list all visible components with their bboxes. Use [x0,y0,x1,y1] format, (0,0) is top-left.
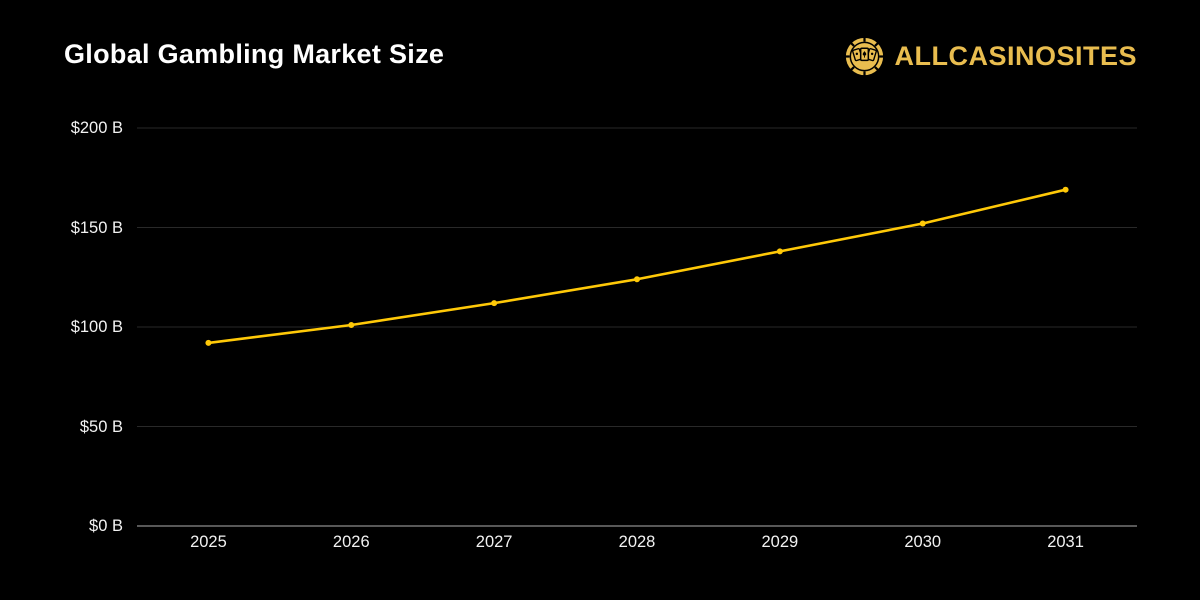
y-tick-label: $200 B [70,119,123,137]
y-tick-label: $0 B [89,517,123,535]
data-point-marker [348,322,355,329]
x-tick-label: 2031 [1047,533,1084,551]
data-point-marker [491,300,498,307]
brand-logo: ALLCASINOSITES [844,35,1137,77]
x-tick-label: 2030 [904,533,942,551]
data-point-marker [919,220,926,227]
x-tick-label: 2025 [190,533,227,551]
y-tick-label: $150 B [70,218,123,237]
y-tick-label: $50 B [79,417,123,436]
data-point-marker [776,248,783,255]
casino-chip-icon [845,36,885,76]
y-tick-label: $100 B [70,318,123,336]
x-tick-label: 2026 [332,533,370,551]
data-point-marker [1062,186,1069,193]
x-tick-label: 2029 [761,533,799,551]
brand-name: ALLCASINOSITES [894,41,1137,71]
x-tick-label: 2028 [618,533,656,551]
data-point-marker [634,276,640,283]
x-tick-label: 2027 [475,533,513,551]
page-title: Global Gambling Market Size [64,39,445,69]
data-point-marker [205,339,212,346]
trend-line [207,188,1067,345]
